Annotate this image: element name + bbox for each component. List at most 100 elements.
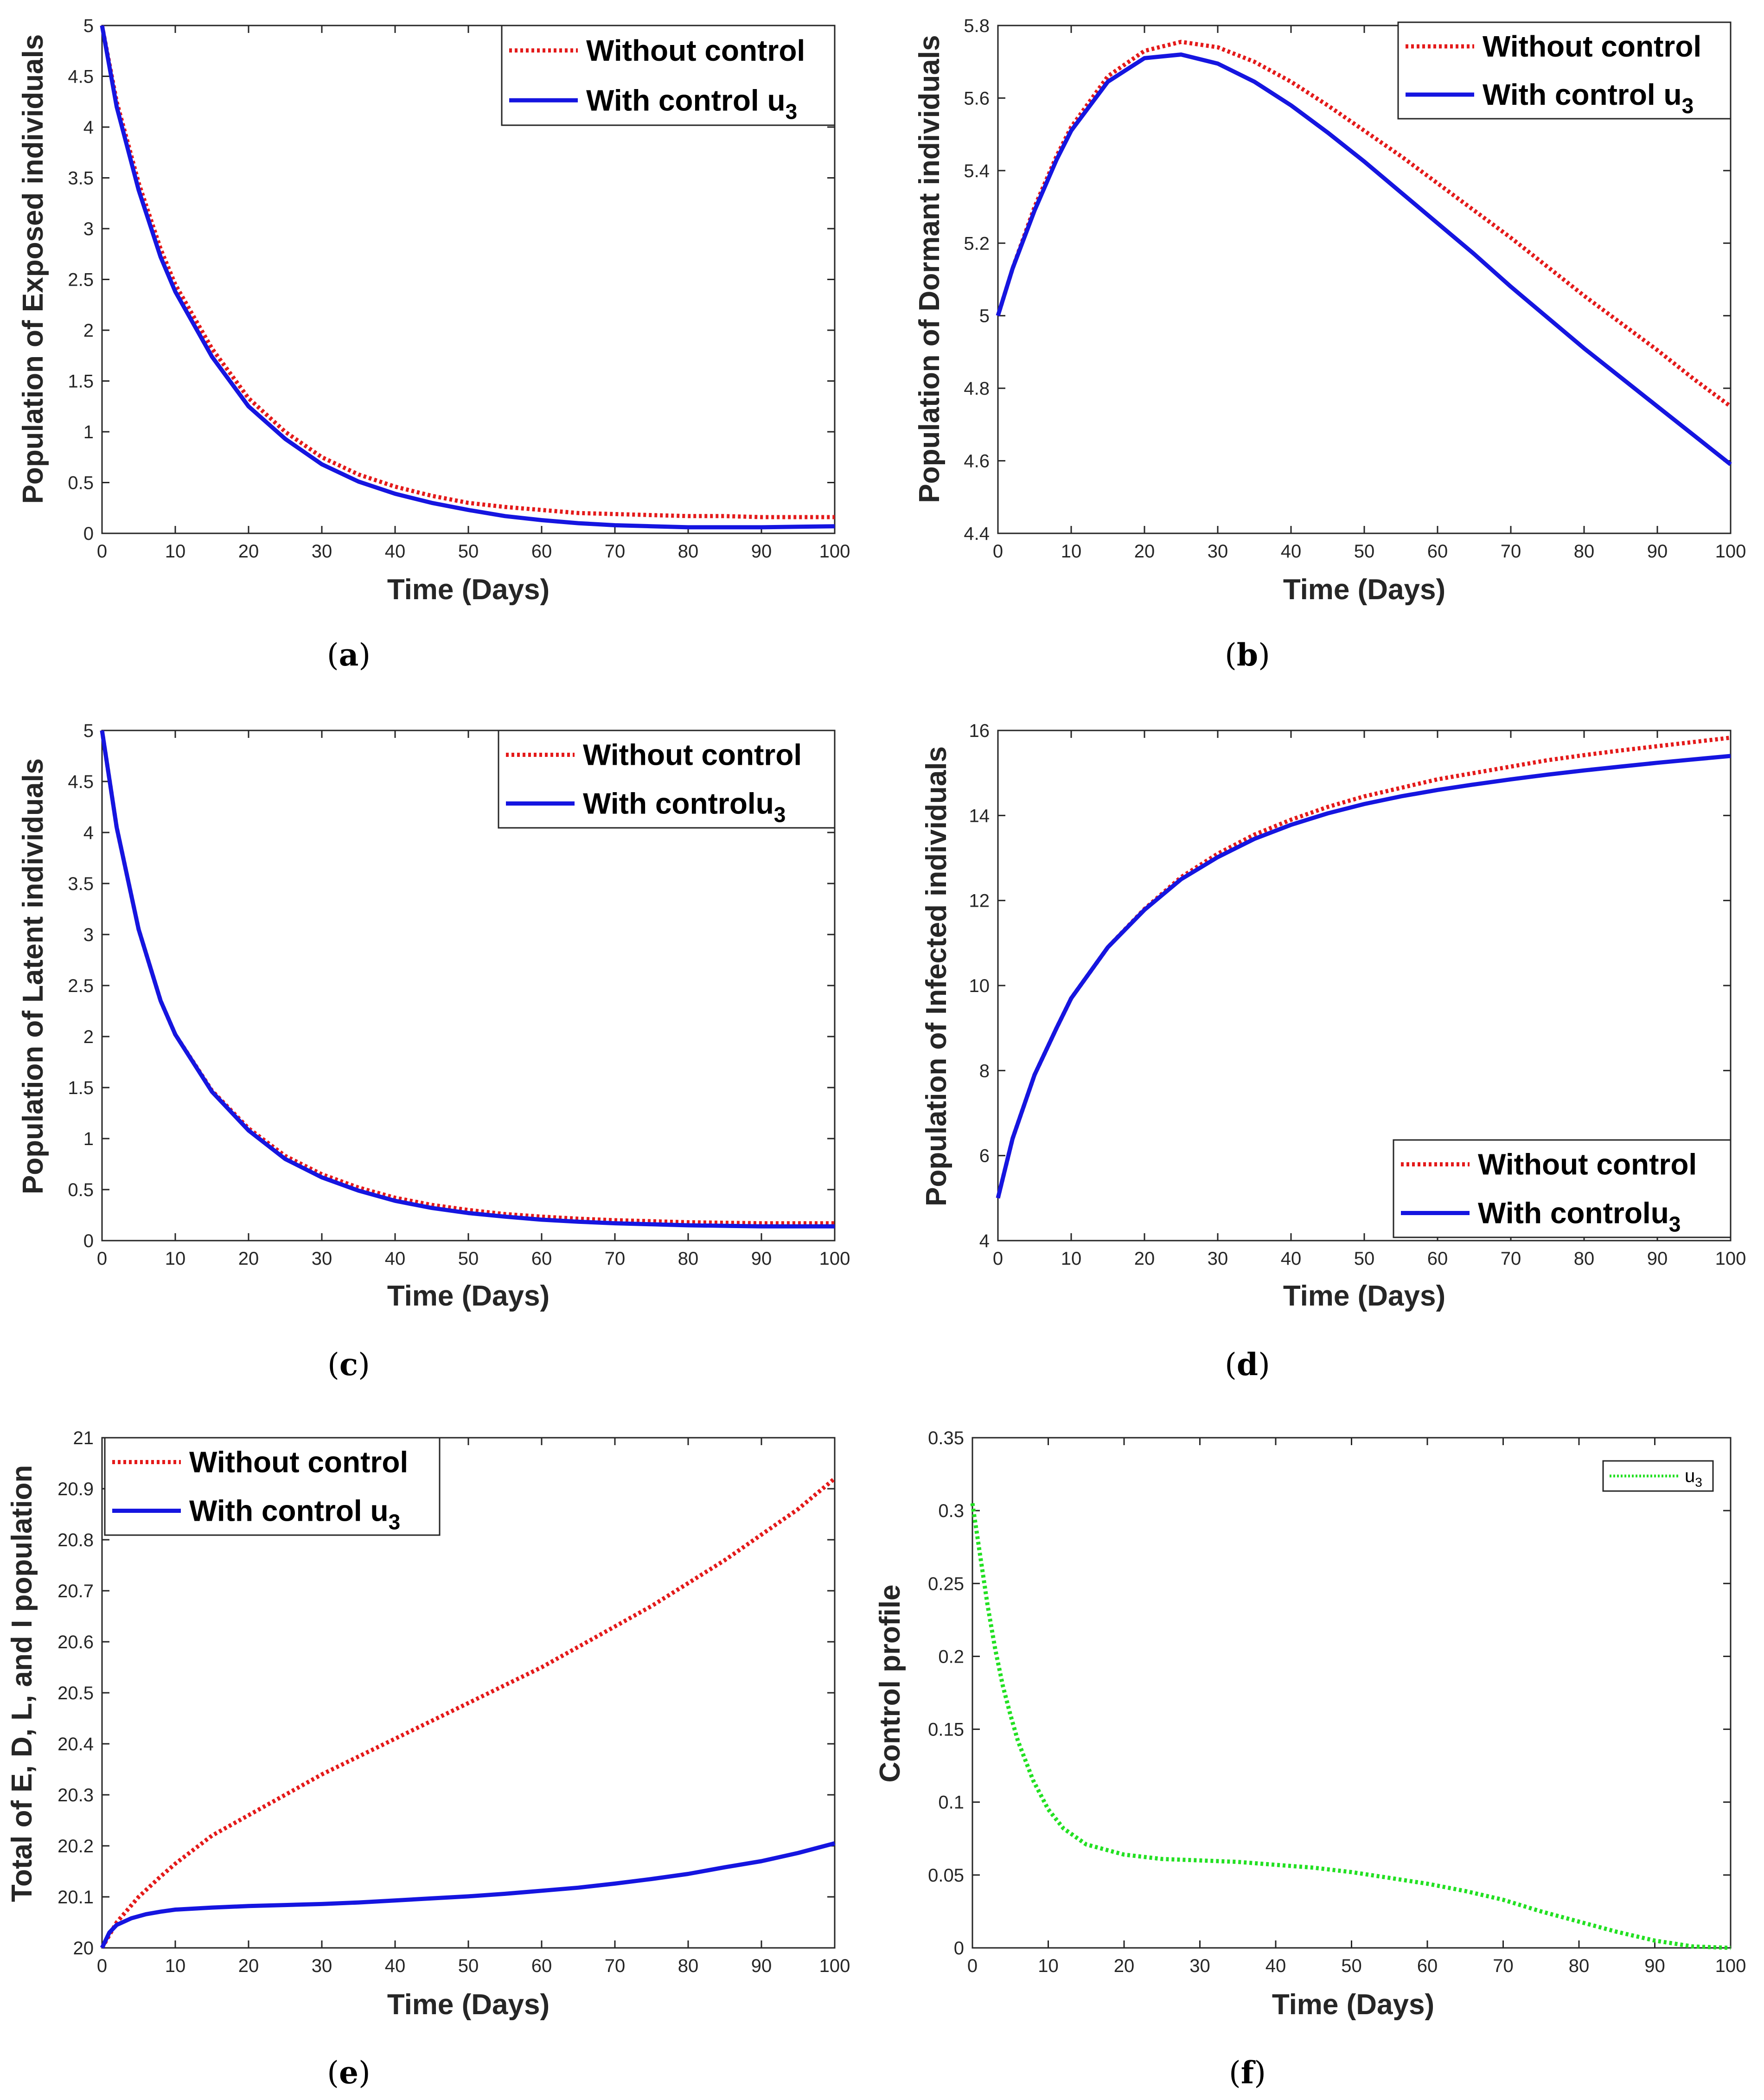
panel-c-xtick-label: 50 — [458, 1248, 479, 1269]
panel-c-xtick-label: 40 — [385, 1248, 406, 1269]
panel-c-xtick-label: 70 — [605, 1248, 626, 1269]
panel-c-ytick-label: 4 — [83, 823, 94, 843]
panel-e-ytick-label: 20.2 — [58, 1836, 94, 1857]
panel-c-xtick-label: 90 — [751, 1248, 772, 1269]
panel-a-series-solid-line — [100, 25, 835, 530]
panel-e-xlabel: Time (Days) — [387, 1989, 550, 2021]
panel-a-ytick-label: 2 — [83, 320, 94, 341]
panel-e-ytick-label: 20.3 — [58, 1785, 94, 1805]
panel-b-xtick-label: 30 — [1208, 541, 1228, 562]
panel-c-xtick-label: 30 — [312, 1248, 332, 1269]
panel-e-legend-label: With control u3 — [189, 1494, 400, 1534]
panel-d-ylabel: Population of Infected individuals — [920, 746, 952, 1206]
panel-e-xtick-label: 40 — [385, 1956, 406, 1976]
panel-b-ytick-label: 5.4 — [964, 161, 990, 181]
panel-e-legend: Without control With control u3 — [104, 1437, 441, 1536]
panel-d-ytick-label: 6 — [979, 1146, 990, 1166]
panel-f-xlabel: Time (Days) — [1272, 1989, 1434, 2021]
panel-f-ytick-label: 0.1 — [938, 1793, 964, 1813]
panel-c-xtick-label: 80 — [678, 1248, 699, 1269]
panel-b-xtick-label: 0 — [993, 541, 1003, 562]
panel-c-ytick-label: 2.5 — [68, 976, 94, 996]
panel-e-ytick-label: 20.4 — [58, 1734, 94, 1754]
panel-f-xtick-label: 70 — [1493, 1956, 1514, 1976]
panel-f-xtick-label: 50 — [1341, 1956, 1362, 1976]
panel-c: Population of Latent individuals Time (D… — [17, 721, 850, 1383]
panel-e-legend-label: Without control — [189, 1446, 408, 1479]
panel-a-xtick-label: 70 — [605, 541, 626, 562]
panel-e-ytick-label: 20.6 — [58, 1632, 94, 1652]
panel-e-series-dotted-line — [100, 1477, 836, 1949]
panel-c-ytick-label: 1 — [83, 1129, 94, 1149]
panel-e-ytick-label: 20.7 — [58, 1581, 94, 1601]
panel-d-legend-label: With controlu3 — [1478, 1197, 1681, 1236]
panel-a-ytick-label: 3 — [83, 219, 94, 239]
panel-a-xtick-label: 20 — [238, 541, 259, 562]
panel-e-ytick-label: 20.1 — [58, 1887, 94, 1908]
panel-a-legend-label-subscript: 3 — [786, 99, 798, 123]
panel-a-xtick-label: 60 — [531, 541, 552, 562]
panel-b-ylabel: Population of Dormant individuals — [914, 35, 946, 503]
panel-f-xtick-label: 10 — [1038, 1956, 1059, 1976]
panel-d-ytick-label: 16 — [969, 721, 990, 741]
panel-a-legend-label: With control u3 — [586, 83, 797, 123]
panel-b-legend-label-subscript: 3 — [1682, 94, 1694, 118]
panel-d-ytick-label: 10 — [969, 976, 990, 996]
panel-c-legend-label-text: Without control — [583, 738, 802, 772]
panel-a-ytick-label: 2.5 — [68, 270, 94, 290]
panel-d-caption-letter: d — [1237, 1346, 1258, 1383]
panel-a-legend: Without control With control u3 — [501, 25, 836, 126]
panel-f-caption-letter: f — [1241, 2055, 1256, 2091]
panel-f-ytick-label: 0.05 — [928, 1865, 964, 1886]
panel-e-legend-box — [104, 1437, 441, 1536]
panel-c-xtick-label: 0 — [97, 1248, 107, 1269]
panel-d-legend-label-subscript: 3 — [1669, 1212, 1681, 1236]
panel-a-legend-label: Without control — [586, 34, 805, 67]
panel-b-xtick-label: 50 — [1354, 541, 1375, 562]
panel-d-xtick-label: 70 — [1501, 1248, 1521, 1269]
panel-f-ylabel: Control profile — [874, 1584, 906, 1782]
panel-f-xtick-label: 40 — [1265, 1956, 1286, 1976]
panel-f-ytick-label: 0 — [954, 1938, 964, 1959]
panel-b: Population of Dormant individuals Time (… — [914, 16, 1746, 673]
panel-f-ytick-label: 0.3 — [938, 1501, 964, 1521]
panel-a-xtick-label: 40 — [385, 541, 406, 562]
panel-e-ytick-label: 21 — [73, 1428, 94, 1448]
panel-a-ytick-label: 5 — [83, 16, 94, 36]
panel-c-xtick-label: 10 — [165, 1248, 186, 1269]
panel-d-xtick-label: 20 — [1134, 1248, 1155, 1269]
panel-f-xtick-label: 30 — [1189, 1956, 1210, 1976]
panel-e-ytick-label: 20.5 — [58, 1683, 94, 1703]
panel-e-xtick-label: 50 — [458, 1956, 479, 1976]
panel-c-legend-label-subscript: 3 — [774, 803, 786, 827]
panel-b-series-solid-line — [996, 52, 1732, 466]
panel-a-caption-letter: a — [339, 637, 359, 673]
panel-d-xtick-label: 100 — [1715, 1248, 1746, 1269]
panel-e-ytick-label: 20.9 — [58, 1479, 94, 1499]
panel-d-xtick-label: 90 — [1647, 1248, 1668, 1269]
panel-a-legend-label-text: With control u — [586, 83, 786, 117]
panel-f-legend-label: u3 — [1685, 1466, 1702, 1490]
panel-a-xlabel: Time (Days) — [387, 574, 550, 606]
panel-c-caption: (c) — [327, 1346, 370, 1383]
panel-a-xtick-label: 0 — [97, 541, 107, 562]
panel-d-series-solid-line — [996, 754, 1731, 1199]
panel-b-legend: Without control With control u3 — [1397, 21, 1732, 120]
panel-c-caption-letter: c — [339, 1346, 358, 1383]
panel-d-ytick-label: 8 — [979, 1061, 990, 1081]
panel-f: Control profile Time (Days) (f) 0 10 20 30 4… — [874, 1428, 1746, 2091]
panel-f-xtick-label: 80 — [1569, 1956, 1590, 1976]
panel-a-xtick-label: 100 — [819, 541, 850, 562]
panel-b-ytick-label: 4.4 — [964, 524, 990, 544]
panel-c-ytick-label: 0 — [83, 1231, 94, 1251]
panel-b-legend-label: With control u3 — [1483, 78, 1694, 118]
panel-f-legend-label-subscript: 3 — [1695, 1475, 1702, 1490]
panel-d-xtick-label: 50 — [1354, 1248, 1375, 1269]
panel-e-xtick-label: 20 — [238, 1956, 259, 1976]
panel-a: Population of Exposed individuals Time (… — [17, 16, 850, 673]
panel-c-ytick-label: 5 — [83, 721, 94, 741]
panel-d-xtick-label: 40 — [1281, 1248, 1302, 1269]
panel-e-ytick-label: 20.8 — [58, 1530, 94, 1550]
panel-e-series-solid-line — [100, 1841, 836, 1949]
panel-d-xtick-label: 0 — [993, 1248, 1003, 1269]
